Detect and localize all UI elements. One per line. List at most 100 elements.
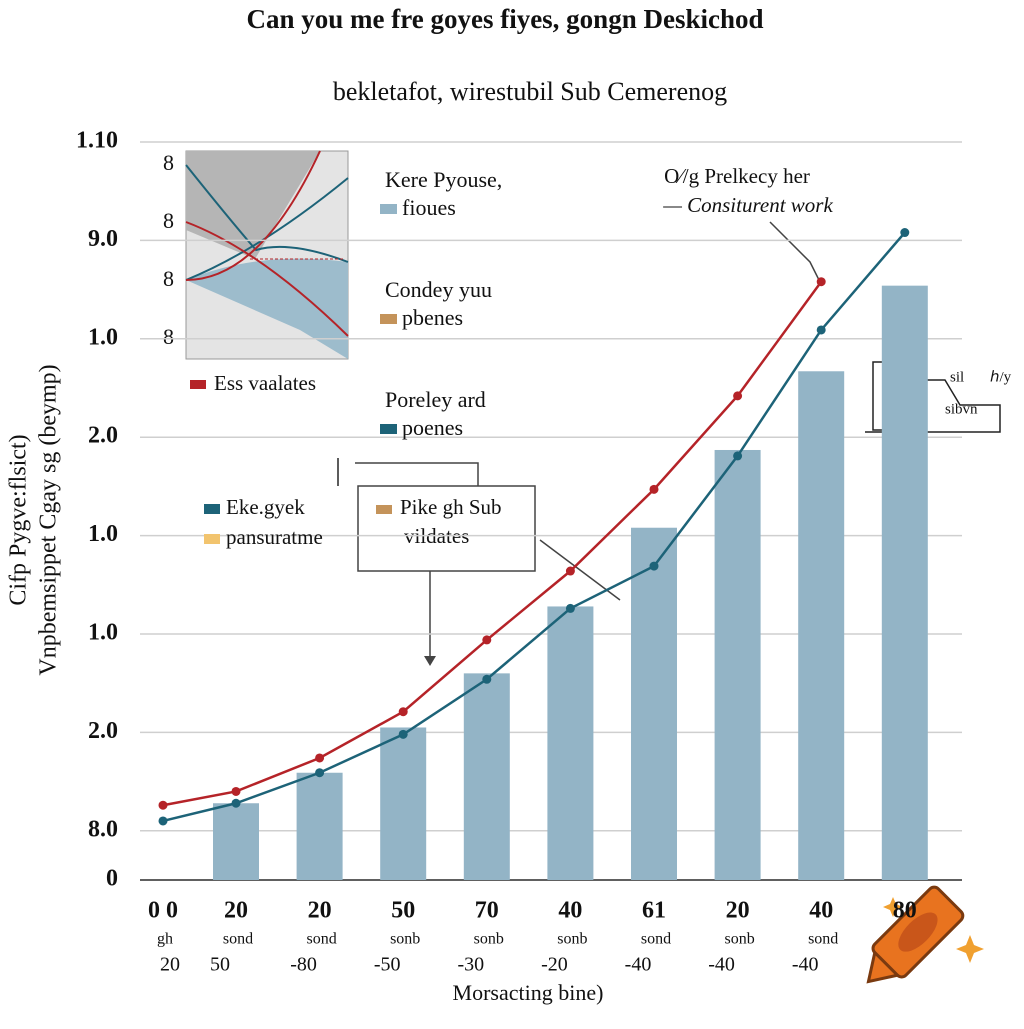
x-tick-label: 20 <box>726 898 750 924</box>
x-tick-label: 20 <box>224 898 248 924</box>
y-tick-label: 1.10 <box>76 128 118 154</box>
bar <box>380 727 427 880</box>
x-sub-label: 50 <box>210 954 230 976</box>
legend-swatch <box>204 534 220 544</box>
bar <box>463 673 510 880</box>
y-tick-label: 8.0 <box>88 816 118 842</box>
annotation: — Consiturent work <box>662 193 833 217</box>
icon-text: sil <box>950 369 964 385</box>
x-sub-label: -30 <box>457 954 484 976</box>
bar <box>798 371 845 880</box>
line-point <box>565 566 575 576</box>
legend-swatch <box>380 204 397 214</box>
x-tick-label: 80 <box>893 898 917 924</box>
x-tick-label: 20 <box>308 898 332 924</box>
legend-swatch <box>204 504 220 514</box>
x-tick-label: 70 <box>475 898 499 924</box>
legend-title: Condey yuu <box>385 277 492 302</box>
bar <box>213 803 259 880</box>
x-tick-label: 0 0 <box>148 898 178 924</box>
crayon-icon <box>866 885 984 984</box>
sparkle <box>883 897 903 917</box>
connector <box>337 458 621 660</box>
line-point <box>231 786 241 796</box>
inset-tick: 8 <box>163 266 174 291</box>
annotation-arrow <box>769 221 821 283</box>
x-sub-label: 20 <box>160 954 180 976</box>
legend-title: Kere Pyouse, <box>385 167 502 192</box>
bar <box>547 606 594 880</box>
line-point <box>482 635 492 645</box>
line-point <box>816 277 826 287</box>
crayon-tip <box>866 949 901 984</box>
line-point <box>158 800 168 810</box>
line-point <box>649 484 659 494</box>
y-tick-label: 2.0 <box>88 718 118 744</box>
inset-area <box>186 151 320 259</box>
y-tick-label: 1.0 <box>88 620 118 646</box>
bar <box>631 527 677 880</box>
icon-text: ℎ/y <box>990 369 1012 385</box>
bar <box>881 285 928 880</box>
icon-outline <box>865 379 1001 433</box>
chart-title: Can you me fre goyes fiyes, gongn Deskic… <box>246 4 763 34</box>
legend-label: fioues <box>402 195 456 220</box>
legend-swatch <box>380 314 397 324</box>
legend-label: Eke.gyek <box>226 495 305 519</box>
inset-area <box>186 258 348 359</box>
y-tick-label: 1.0 <box>88 521 118 547</box>
x-sub-label: -40 <box>708 954 735 976</box>
x-sub-label: -80 <box>290 954 317 976</box>
inset-line <box>185 150 321 281</box>
y-axis-label: Cifp Pygve:flsict) <box>6 434 32 605</box>
line-point <box>482 674 492 684</box>
line-point <box>565 603 575 613</box>
line-point <box>733 451 743 461</box>
x-sub-label: -50 <box>374 954 401 976</box>
bar <box>296 772 343 880</box>
legend-label: pansuratme <box>226 525 323 549</box>
line-point <box>733 391 743 401</box>
x-sub-label: sond <box>223 931 253 948</box>
line-point <box>315 768 325 778</box>
legend-swatch <box>380 424 397 434</box>
x-sub-label: -20 <box>541 954 568 976</box>
legend-label: pbenes <box>402 305 463 330</box>
x-sub-label: -40 <box>792 954 819 976</box>
y-tick-label: 0 <box>106 866 118 892</box>
arrowhead <box>424 656 436 666</box>
note-text: Pike gh Sub <box>400 495 502 519</box>
line-point <box>231 798 241 808</box>
x-sub-label: sond <box>641 931 671 948</box>
chart-subtitle: bekletafot, wirestubil Sub Cemerenog <box>333 77 727 106</box>
y-tick-label: 2.0 <box>88 423 118 449</box>
line-point <box>816 325 826 335</box>
inset-tick: 8 <box>163 208 174 233</box>
sparkle <box>956 935 984 963</box>
line-point <box>649 561 659 571</box>
line-point <box>398 707 408 717</box>
icon-text: sibvn <box>945 401 978 417</box>
x-tick-label: 61 <box>642 898 666 924</box>
x-tick-label: 40 <box>809 898 833 924</box>
x-sub-label: sond <box>808 931 838 948</box>
inset-line <box>185 164 349 263</box>
y-axis-label: Vnpbemsippet Cgay sg (beymp) <box>36 364 62 675</box>
y-tick-label: 1.0 <box>88 324 118 350</box>
x-sub-label: sonb <box>390 931 420 948</box>
x-tick-label: 50 <box>391 898 415 924</box>
inset-line <box>185 221 349 337</box>
x-sub-label: sonb <box>724 931 754 948</box>
note-swatch <box>376 505 392 514</box>
line-point <box>900 228 910 238</box>
x-sub-label: -40 <box>625 954 652 976</box>
legend-label: poenes <box>402 415 463 440</box>
y-tick-label: 9.0 <box>88 226 118 252</box>
inset: 8 8 8 8 Ess vaalates <box>163 150 349 395</box>
x-axis-label: Morsacting bine) <box>453 980 604 1005</box>
bar <box>714 449 761 880</box>
line-point <box>158 816 168 826</box>
line-point <box>398 729 408 739</box>
note-box <box>357 485 536 572</box>
